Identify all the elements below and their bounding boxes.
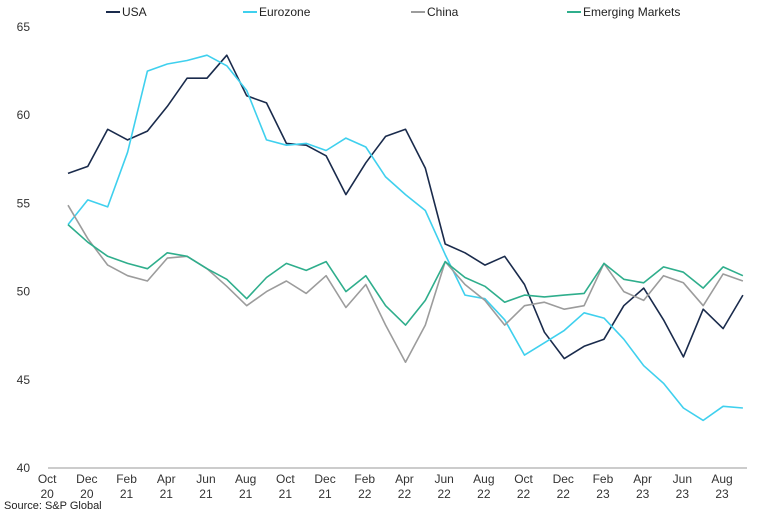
series-line-usa: [67, 54, 744, 360]
x-tick-label: Jun 22: [434, 472, 453, 501]
y-tick-label: 50: [17, 285, 31, 299]
y-tick-label: 55: [17, 196, 31, 210]
x-tick-label: Aug 23: [711, 472, 732, 501]
legend: USA Eurozone China Emerging Markets: [106, 5, 680, 19]
x-tick-label: Dec 20: [76, 472, 97, 501]
y-tick-label: 60: [17, 108, 31, 122]
x-tick-label: Apr 21: [157, 472, 176, 501]
series-lines: [67, 54, 744, 422]
x-axis: Oct 20 Dec 20 Feb 21 Apr 21 Jun 21 Aug 21 Oct 21 Dec 21…: [38, 467, 747, 501]
legend-label: Eurozone: [259, 5, 311, 19]
x-tick-label: Feb 21: [116, 472, 137, 501]
x-tick-label: Jun 23: [673, 472, 692, 501]
y-axis: 40 45 50 55 60 65: [17, 20, 31, 475]
legend-label: Emerging Markets: [583, 5, 680, 19]
series-line-china: [67, 204, 744, 364]
legend-label: USA: [122, 5, 147, 19]
x-tick-label: Feb 23: [593, 472, 614, 501]
x-tick-label: Oct 20: [38, 472, 57, 501]
source-note: Source: S&P Global: [4, 500, 102, 512]
x-tick-label: Feb 22: [354, 472, 375, 501]
x-tick-label: Jun 21: [196, 472, 215, 501]
x-tick-label: Aug 22: [473, 472, 494, 501]
x-tick-label: Oct 22: [514, 472, 533, 501]
x-tick-label: Oct 21: [276, 472, 295, 501]
x-tick-label: Aug 21: [235, 472, 256, 501]
y-tick-label: 40: [17, 461, 31, 475]
x-tick-label: Apr 23: [633, 472, 652, 501]
y-tick-label: 65: [17, 20, 31, 34]
x-tick-label: Apr 22: [395, 472, 414, 501]
series-line-eurozone: [67, 54, 743, 422]
x-tick-label: Dec 21: [314, 472, 335, 501]
legend-label: China: [427, 5, 459, 19]
x-tick-label: Dec 22: [553, 472, 574, 501]
y-tick-label: 45: [17, 373, 31, 387]
series-line-emerging-markets: [67, 224, 744, 326]
